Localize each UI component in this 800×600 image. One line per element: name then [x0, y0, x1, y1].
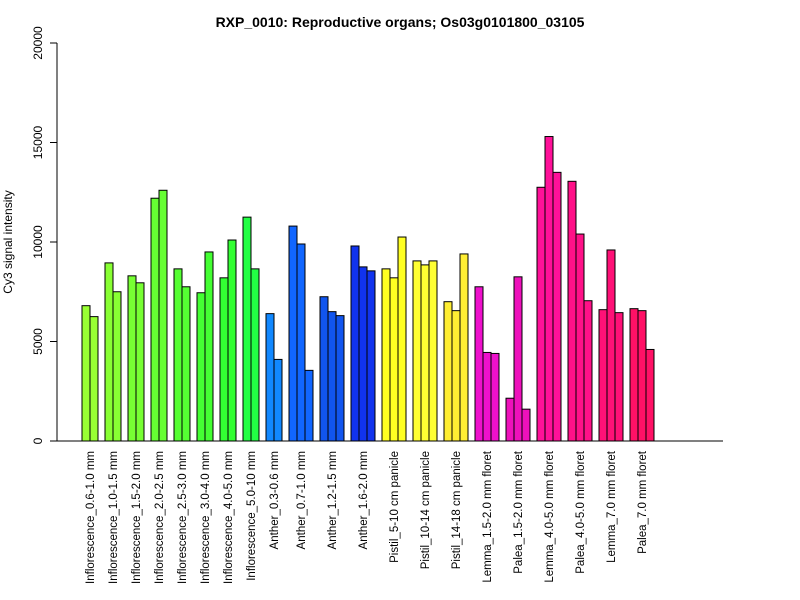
bar: [397, 236, 407, 442]
category-label: Lemma_7.0 mm floret: [606, 450, 618, 563]
category-label: Lemma_4.0-5.0 mm floret: [544, 450, 556, 582]
bar: [381, 268, 391, 442]
category-label: Anther_1.2-1.5 mm: [327, 451, 339, 549]
bar: [575, 233, 585, 442]
bar: [358, 266, 368, 442]
category-label: Pistil_14-18 cm panicle: [451, 451, 463, 569]
bar: [296, 243, 306, 442]
bar: [350, 245, 360, 442]
category-label: Anther_0.3-0.6 mm: [269, 451, 281, 549]
bar: [451, 310, 461, 442]
bar: [181, 286, 191, 442]
bar: [474, 286, 484, 442]
category-label: Inflorescence_5.0-10 mm: [246, 451, 258, 581]
bar: [443, 301, 453, 442]
bar: [227, 239, 237, 442]
bar: [335, 315, 345, 442]
bar: [327, 311, 337, 442]
y-tick-label: 5000: [31, 328, 45, 355]
bar: [196, 292, 206, 442]
bar: [567, 180, 577, 442]
bar: [614, 312, 624, 442]
bar: [150, 197, 160, 442]
bar: [598, 309, 608, 442]
chart-title: RXP_0010: Reproductive organs; Os03g0101…: [216, 14, 585, 30]
y-axis-label: Cy3 signal intensity: [1, 190, 15, 293]
bar: [521, 408, 531, 442]
category-label: Inflorescence_0.6-1.0 mm: [85, 451, 97, 584]
bar: [459, 253, 469, 442]
bar: [288, 225, 298, 442]
category-label: Pistil_10-14 cm panicle: [420, 451, 432, 569]
bar: [104, 262, 114, 442]
bar: [112, 291, 122, 442]
bar: [250, 268, 260, 442]
bar: [606, 249, 616, 442]
category-label: Palea_1.5-2.0 mm floret: [513, 450, 525, 574]
category-label: Inflorescence_2.5-3.0 mm: [177, 451, 189, 584]
bars: [81, 136, 655, 442]
bar: [304, 369, 314, 442]
bar: [273, 358, 283, 442]
bar: [319, 296, 329, 442]
bar: [389, 277, 399, 442]
y-tick-label: 15000: [31, 125, 45, 159]
bar: [158, 189, 168, 442]
category-label: Anther_1.6-2.0 mm: [358, 451, 370, 549]
bar: [366, 270, 376, 442]
bar: [637, 310, 647, 442]
bar: [645, 348, 655, 442]
bar: [89, 316, 99, 442]
category-label: Inflorescence_1.0-1.5 mm: [108, 451, 120, 584]
bar: [173, 268, 183, 442]
category-label: Inflorescence_3.0-4.0 mm: [200, 451, 212, 584]
bar: [513, 276, 523, 442]
bar: [420, 264, 430, 442]
bar: [482, 351, 492, 442]
bar: [135, 282, 145, 442]
bar: [552, 171, 562, 442]
category-label: Lemma_1.5-2.0 mm floret: [482, 450, 494, 582]
bar: [629, 308, 639, 442]
category-label: Inflorescence_1.5-2.0 mm: [131, 451, 143, 584]
bar: [536, 186, 546, 442]
category-labels: Inflorescence_0.6-1.0 mm Inflorescence_1.…: [85, 450, 649, 584]
bar: [265, 313, 275, 442]
bar: [219, 277, 229, 442]
y-tick-label: 20000: [31, 26, 45, 60]
bar: [583, 300, 593, 442]
bar: [428, 260, 438, 442]
category-label: Palea_4.0-5.0 mm floret: [575, 450, 587, 574]
bar: [204, 251, 214, 442]
category-label: Anther_0.7-1.0 mm: [296, 451, 308, 549]
category-label: Pistil_5-10 cm panicle: [389, 451, 401, 563]
bar: [544, 136, 554, 442]
y-tick-label: 10000: [31, 225, 45, 259]
category-label: Inflorescence_4.0-5.0 mm: [223, 451, 235, 584]
category-label: Palea_7.0 mm floret: [637, 450, 649, 554]
bar: [81, 305, 91, 442]
y-tick-label: 0: [31, 437, 45, 444]
y-ticks: 0 5000 10000 15000 20000: [31, 26, 57, 444]
bar: [242, 216, 252, 442]
category-label: Inflorescence_2.0-2.5 mm: [154, 451, 166, 584]
bar: [505, 397, 515, 442]
bar: [127, 275, 137, 442]
bar: [490, 352, 500, 442]
bar: [412, 260, 422, 442]
